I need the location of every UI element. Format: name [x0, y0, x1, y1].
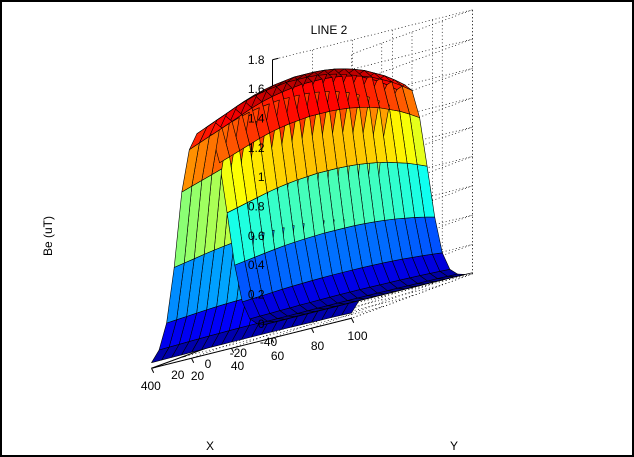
z-tick-label: 0: [258, 317, 265, 331]
y-tick-label: 40: [231, 359, 245, 373]
z-tick-label: 0.8: [248, 199, 265, 213]
y-tick-label: 20: [191, 369, 205, 383]
z-tick-label: 1.8: [248, 53, 265, 67]
y-tick-label: 60: [271, 349, 285, 363]
z-tick-label: 1: [258, 170, 265, 184]
x-tick-label: 0: [205, 357, 212, 371]
surface-patch: [151, 346, 170, 364]
x-tick-label: 40: [141, 379, 155, 393]
y-tick-label: 80: [311, 339, 325, 353]
y-axis-label: Y: [450, 439, 458, 453]
x-tick-label: -40: [260, 335, 278, 349]
x-tick-label: -20: [230, 346, 248, 360]
x-tick-label: 20: [171, 368, 185, 382]
z-tick-label: 0.6: [248, 229, 265, 243]
z-tick-label: 1.2: [248, 141, 265, 155]
z-tick-label: 0.4: [248, 258, 265, 272]
y-tick-label: 0: [154, 379, 161, 393]
z-tick-label: 1.6: [248, 82, 265, 96]
z-tick-label: 1.4: [248, 111, 265, 125]
chart-title: LINE 2: [311, 23, 348, 37]
z-tick-label: 0.2: [248, 287, 265, 301]
y-tick-label: 100: [347, 329, 367, 343]
surface-mesh: [151, 68, 473, 364]
x-axis-label: X: [206, 439, 214, 453]
z-axis-label: Be (uT): [41, 216, 55, 256]
